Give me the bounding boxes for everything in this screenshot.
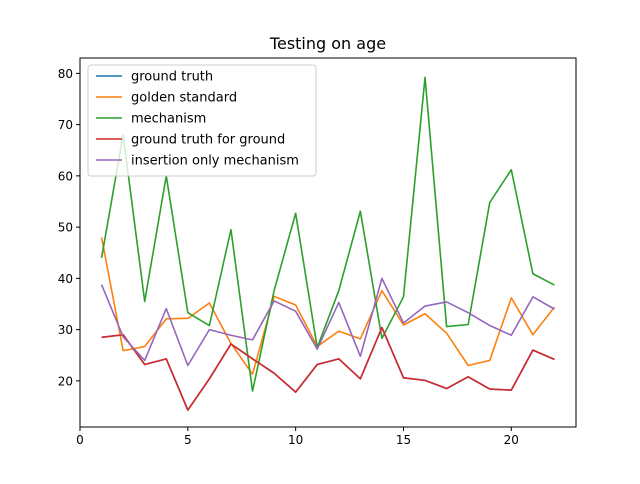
x-tick-label: 10 — [288, 433, 303, 447]
series-line-insertion-only-mechanism — [100, 277, 555, 367]
series-line-ground-truth-for-ground — [101, 326, 555, 411]
legend: ground truth golden standard mechanism grou… — [87, 64, 317, 177]
legend-label: golden standard — [131, 91, 237, 106]
y-tick-label: 50 — [58, 221, 73, 235]
x-tick-label: 15 — [396, 433, 411, 447]
y-tick-label: 60 — [58, 169, 73, 183]
y-tick-label: 70 — [58, 118, 73, 132]
legend-label: ground truth — [131, 70, 213, 85]
plot-area-frame — [79, 57, 577, 428]
x-tick-label: 0 — [76, 433, 84, 447]
legend-label: insertion only mechanism — [131, 154, 299, 169]
y-tick-label: 40 — [58, 272, 73, 286]
series-line-golden-standard — [100, 237, 556, 376]
chart-title: Testing on age — [269, 34, 386, 53]
legend-box — [87, 64, 317, 177]
y-tick-label: 20 — [58, 374, 73, 388]
x-axis: 0 5 10 15 20 — [76, 427, 519, 447]
x-tick-label: 20 — [504, 433, 519, 447]
x-tick-label: 5 — [184, 433, 192, 447]
y-axis: 20 30 40 50 60 70 80 — [58, 67, 80, 388]
y-tick-label: 30 — [58, 323, 73, 337]
y-tick-label: 80 — [58, 67, 73, 81]
series-line-mechanism — [100, 76, 555, 392]
series-layer — [100, 76, 556, 411]
legend-label: ground truth for ground — [131, 133, 285, 148]
legend-label: mechanism — [131, 112, 206, 127]
